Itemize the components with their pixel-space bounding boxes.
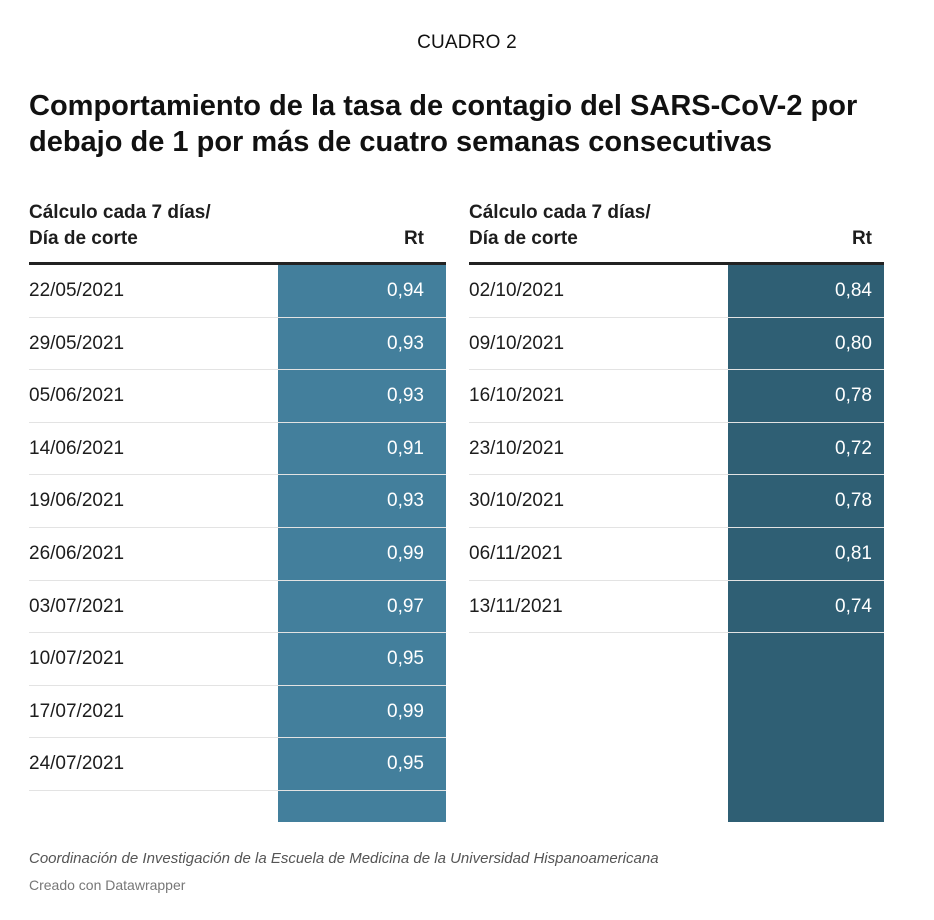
rt-value-cell: 0,99 (387, 700, 424, 722)
credit-link[interactable]: Creado con Datawrapper (29, 877, 186, 893)
rt-value-cell: 0,72 (835, 437, 872, 459)
header-rule-left (29, 262, 446, 265)
table-row: 22/05/2021 0,94 (29, 265, 446, 318)
rt-value-cell: 0,94 (387, 280, 424, 301)
table-row: 23/10/2021 0,72 (469, 423, 884, 476)
date-cell: 30/10/2021 (469, 490, 565, 512)
table-row: 06/11/2021 0,81 (469, 528, 884, 581)
date-cell: 24/07/2021 (29, 753, 125, 775)
date-cell: 14/06/2021 (29, 437, 125, 459)
table-row: 14/06/2021 0,91 (29, 423, 446, 476)
table-row: 16/10/2021 0,78 (469, 370, 884, 423)
rt-value-cell: 0,95 (387, 753, 424, 775)
table-row: 02/10/2021 0,84 (469, 265, 884, 318)
rt-value-cell: 0,78 (835, 490, 872, 512)
table-row: 13/11/2021 0,74 (469, 581, 884, 634)
date-cell: 29/05/2021 (29, 332, 125, 354)
table-row: 30/10/2021 0,78 (469, 475, 884, 528)
date-cell: 22/05/2021 (29, 280, 125, 301)
date-cell: 10/07/2021 (29, 648, 125, 670)
table-row: 24/07/2021 0,95 (29, 738, 446, 791)
date-cell: 03/07/2021 (29, 595, 125, 617)
figure-label: CUADRO 2 (417, 32, 517, 53)
table-row: 10/07/2021 0,95 (29, 633, 446, 686)
source-note: Coordinación de Investigación de la Escu… (29, 850, 659, 867)
table-row: 26/06/2021 0,99 (29, 528, 446, 581)
table-left: Cálculo cada 7 días/ Día de corte Rt 22/… (29, 200, 446, 840)
rt-value-cell: 0,95 (387, 648, 424, 670)
rt-value-cell: 0,74 (835, 595, 872, 617)
chart-title: Comportamiento de la tasa de contagio de… (29, 90, 858, 158)
rt-value-cell: 0,99 (387, 543, 424, 564)
date-header-line1-right: Cálculo cada 7 días/ (469, 202, 651, 223)
date-header-line1-left: Cálculo cada 7 días/ (29, 202, 211, 223)
table-row: 29/05/2021 0,93 (29, 318, 446, 371)
table-row: 09/10/2021 0,80 (469, 318, 884, 371)
rt-value-cell: 0,78 (835, 385, 872, 407)
rt-column-header-left: Rt (403, 228, 424, 249)
value-column-background-right (728, 265, 884, 822)
header-rule-right (469, 262, 884, 265)
table-row: 03/07/2021 0,97 (29, 581, 446, 634)
table-row: 19/06/2021 0,93 (29, 475, 446, 528)
rt-value-cell: 0,93 (387, 385, 424, 407)
date-cell: 13/11/2021 (469, 595, 563, 617)
date-cell: 05/06/2021 (29, 385, 125, 407)
date-cell: 02/10/2021 (469, 280, 565, 301)
date-cell: 23/10/2021 (469, 437, 565, 459)
date-header-line2-right: Día de corte (469, 228, 578, 249)
table-row: 05/06/2021 0,93 (29, 370, 446, 423)
rt-value-cell: 0,93 (387, 490, 424, 512)
rt-column-header-right: Rt (851, 228, 872, 249)
date-cell: 26/06/2021 (29, 543, 125, 564)
table-right: Cálculo cada 7 días/ Día de corte Rt 02/… (469, 200, 884, 840)
rt-value-cell: 0,91 (387, 437, 424, 459)
date-cell: 19/06/2021 (29, 490, 125, 512)
rt-value-cell: 0,97 (387, 595, 424, 617)
date-cell: 17/07/2021 (29, 700, 125, 722)
date-cell: 16/10/2021 (469, 385, 565, 407)
rt-value-cell: 0,80 (835, 332, 872, 354)
rt-value-cell: 0,81 (835, 543, 872, 564)
date-header-line2-left: Día de corte (29, 228, 138, 249)
value-column-background-left (278, 265, 446, 822)
date-cell: 06/11/2021 (469, 543, 563, 564)
table-row: 17/07/2021 0,99 (29, 686, 446, 739)
rt-value-cell: 0,84 (835, 280, 872, 301)
date-cell: 09/10/2021 (469, 332, 565, 354)
date-column-header-left: Cálculo cada 7 días/ Día de corte (29, 200, 211, 264)
rt-value-cell: 0,93 (387, 332, 424, 354)
date-column-header-right: Cálculo cada 7 días/ Día de corte (469, 200, 651, 264)
